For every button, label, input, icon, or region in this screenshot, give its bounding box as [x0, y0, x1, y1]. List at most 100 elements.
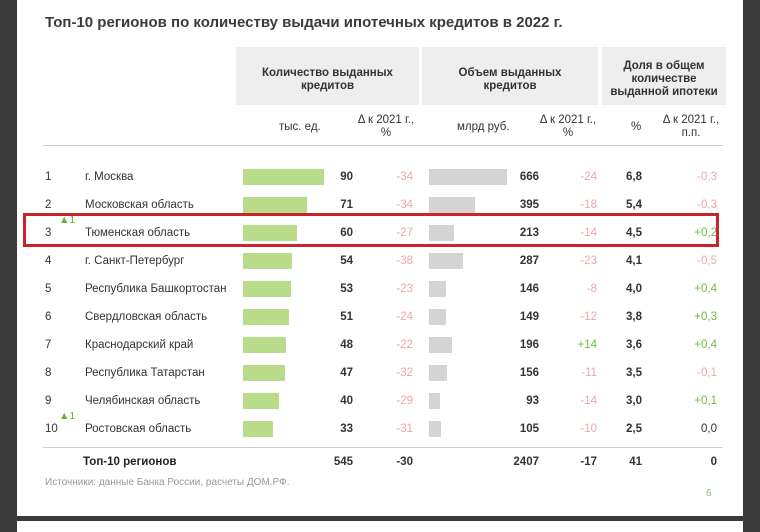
volume-cell: 666 — [519, 171, 539, 183]
rank-cell: 6 — [45, 311, 52, 323]
table-row: 2 Московская область 71 -34 395 -18 5,4 -0,3 — [17, 191, 743, 219]
volume-bar — [429, 225, 454, 241]
table-row: 4 г. Санкт-Петербург 54 -38 287 -23 4,1 -0,5 — [17, 247, 743, 275]
header-count-line1: Количество выданных — [262, 67, 393, 79]
header-count-delta: Δ к 2021 г., % — [357, 114, 415, 139]
share-delta-cell: +0,2 — [694, 227, 717, 239]
volume-cell: 196 — [519, 339, 539, 351]
header-volume-delta: Δ к 2021 г., % — [539, 114, 597, 139]
volume-delta-cell: -8 — [586, 283, 597, 295]
share-cell: 4,0 — [626, 283, 642, 295]
share-cell: 2,5 — [626, 423, 642, 435]
count-cell: 90 — [340, 171, 353, 183]
source-note: Источники: данные Банка России, расчеты … — [45, 477, 290, 488]
count-cell: 71 — [340, 199, 353, 211]
volume-bar — [429, 365, 447, 381]
count-cell: 53 — [340, 283, 353, 295]
share-cell: 5,4 — [626, 199, 642, 211]
rank-cell: 8 — [45, 367, 52, 379]
volume-bar — [429, 197, 475, 213]
region-cell: г. Москва — [85, 171, 134, 183]
share-delta-cell: -0,3 — [697, 199, 717, 211]
header-volume-group: Объем выданных кредитов — [422, 47, 598, 105]
count-delta-cell: -29 — [396, 395, 413, 407]
volume-delta-cell: -12 — [580, 311, 597, 323]
volume-cell: 287 — [519, 255, 539, 267]
region-cell: Челябинская область — [85, 395, 201, 407]
rank-cell: 4 — [45, 255, 52, 267]
header-volume-unit: млрд руб. — [457, 121, 510, 133]
count-cell: 33 — [340, 423, 353, 435]
volume-bar — [429, 421, 441, 437]
highlight-box — [23, 213, 719, 247]
region-cell: Республика Башкортостан — [85, 283, 227, 295]
rank-up-indicator: ▲1 — [59, 214, 76, 226]
share-delta-cell: +0,1 — [694, 395, 717, 407]
volume-delta-cell: -11 — [581, 367, 597, 379]
rank-cell: 1 — [45, 171, 52, 183]
share-cell: 3,0 — [626, 395, 642, 407]
total-row: Топ-10 регионов 545 -30 2407 -17 41 0 — [17, 448, 743, 476]
header-share-delta: Δ к 2021 г., п.п. — [662, 114, 720, 139]
table-row: 10 ▲1 Ростовская область 33 -31 105 -10 2,5 0,0 — [17, 410, 743, 443]
volume-cell: 93 — [526, 395, 539, 407]
region-cell: Московская область — [85, 199, 194, 211]
table-row: 1 г. Москва 90 -34 666 -24 6,8 -0,3 — [17, 163, 743, 191]
count-cell: 48 — [340, 339, 353, 351]
share-cell: 3,5 — [626, 367, 642, 379]
volume-cell: 149 — [519, 311, 539, 323]
count-bar — [243, 197, 307, 213]
region-cell: Тюменская область — [85, 227, 191, 239]
share-delta-cell: +0,4 — [694, 339, 717, 351]
count-delta-cell: -24 — [396, 311, 413, 323]
volume-cell: 105 — [519, 423, 539, 435]
share-cell: 4,1 — [626, 255, 642, 267]
total-label: Топ-10 регионов — [83, 456, 177, 468]
header-count-line2: кредитов — [300, 80, 355, 92]
volume-cell: 395 — [519, 199, 539, 211]
region-cell: Краснодарский край — [85, 339, 194, 351]
total-count: 545 — [333, 456, 353, 468]
header-share-group: Доля в общем количестве выданной ипотеки — [602, 47, 726, 105]
count-delta-cell: -38 — [396, 255, 413, 267]
count-bar — [243, 281, 291, 297]
volume-bar — [429, 281, 446, 297]
volume-delta-cell: -14 — [580, 227, 597, 239]
count-delta-cell: -23 — [396, 283, 413, 295]
region-cell: Ростовская область — [85, 423, 192, 435]
count-bar — [243, 365, 285, 381]
volume-bar — [429, 393, 440, 409]
count-delta-cell: -32 — [396, 367, 413, 379]
share-cell: 3,8 — [626, 311, 642, 323]
region-cell: Республика Татарстан — [85, 367, 205, 379]
share-delta-cell: +0,3 — [694, 311, 717, 323]
table-row: 5 Республика Башкортостан 53 -23 146 -8 4,0 +0,… — [17, 275, 743, 303]
header-share-line2: количестве — [631, 73, 697, 85]
share-delta-cell: -0,5 — [697, 255, 717, 267]
volume-delta-cell: +14 — [577, 339, 597, 351]
region-cell: г. Санкт-Петербург — [85, 255, 185, 267]
total-count-delta: -30 — [396, 456, 413, 468]
count-bar — [243, 225, 297, 241]
table-row: 8 Республика Татарстан 47 -32 156 -11 3,5 -0,1 — [17, 359, 743, 387]
total-share-delta: 0 — [710, 456, 717, 468]
total-volume-delta: -17 — [580, 456, 597, 468]
volume-cell: 213 — [519, 227, 539, 239]
header-count-group: Количество выданных кредитов — [236, 47, 419, 105]
header-count-unit: тыс. ед. — [279, 121, 321, 133]
count-delta-cell: -22 — [396, 339, 413, 351]
volume-delta-cell: -24 — [580, 171, 597, 183]
region-cell: Свердловская область — [85, 311, 208, 323]
page-number: 6 — [706, 488, 712, 499]
count-bar — [243, 309, 289, 325]
count-bar — [243, 421, 273, 437]
count-bar — [243, 169, 324, 185]
rank-cell: 2 — [45, 199, 52, 211]
volume-delta-cell: -14 — [580, 395, 597, 407]
total-volume: 2407 — [513, 456, 539, 468]
header-volume-line2: кредитов — [483, 80, 537, 92]
share-cell: 4,5 — [626, 227, 642, 239]
count-delta-cell: -31 — [396, 423, 413, 435]
count-cell: 60 — [340, 227, 353, 239]
document-page: Топ-10 регионов по количеству выдачи ипо… — [17, 0, 743, 516]
